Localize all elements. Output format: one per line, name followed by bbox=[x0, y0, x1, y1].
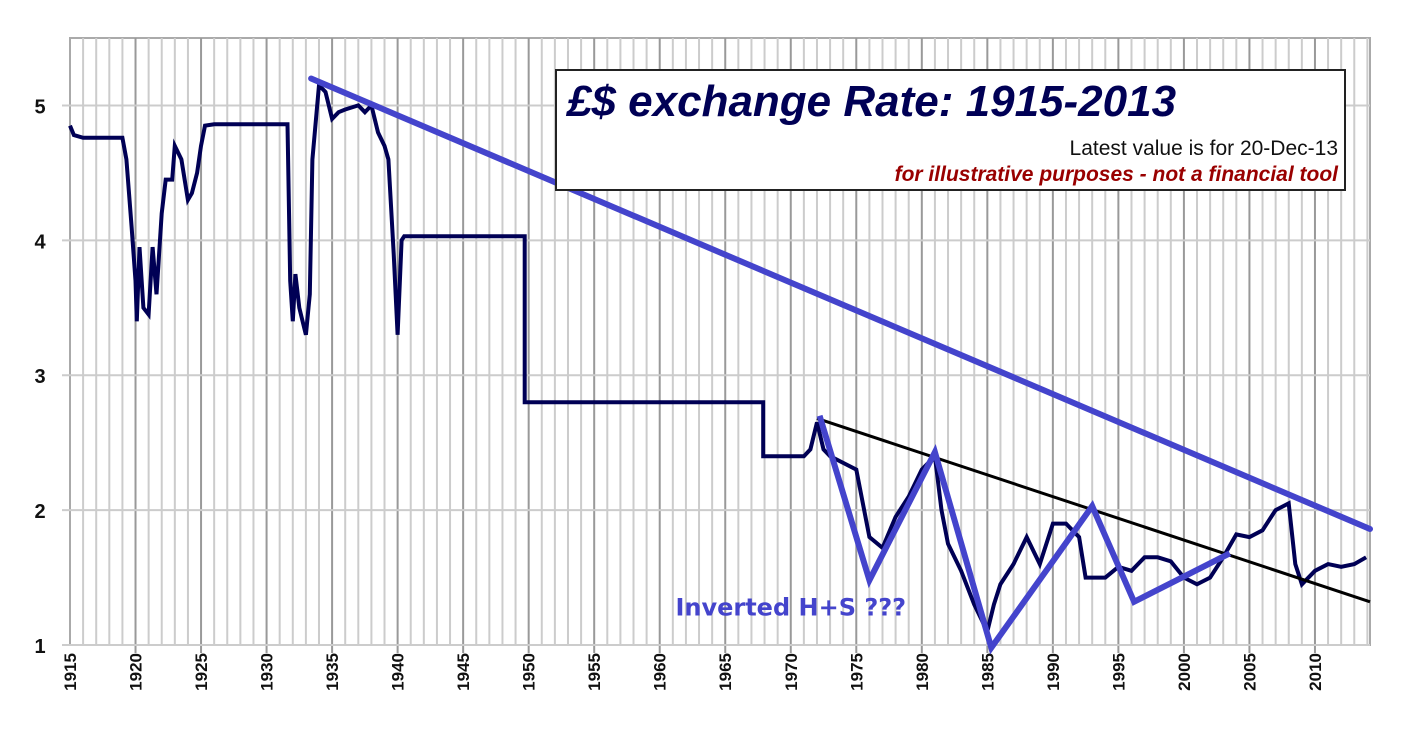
chart-title: £$ exchange Rate: 1915-2013 bbox=[567, 77, 1177, 126]
y-axis-ticks: 1 2 3 4 5 bbox=[34, 96, 46, 658]
y-tick-label: 2 bbox=[34, 501, 45, 523]
x-tick-label: 1990 bbox=[1044, 653, 1063, 691]
latest-value-note: Latest value is for 20-Dec-13 bbox=[1069, 137, 1338, 160]
x-tick-label: 1940 bbox=[389, 653, 408, 691]
x-tick-label: 1965 bbox=[716, 653, 735, 691]
x-tick-label: 2010 bbox=[1306, 653, 1325, 691]
y-tick-label: 5 bbox=[34, 96, 45, 118]
disclaimer: for illustrative purposes - not a financ… bbox=[894, 163, 1338, 186]
y-tick-label: 3 bbox=[34, 366, 45, 388]
inverted-hs-label: Inverted H+S ??? bbox=[675, 593, 906, 621]
upper-trendline bbox=[308, 75, 1373, 532]
x-tick-label: 1950 bbox=[520, 653, 539, 691]
x-tick-label: 1975 bbox=[847, 653, 866, 691]
x-tick-label: 1980 bbox=[913, 653, 932, 691]
x-tick-label: 1915 bbox=[61, 653, 80, 691]
x-tick-label: 1935 bbox=[323, 653, 342, 691]
x-tick-label: 1920 bbox=[127, 653, 146, 691]
x-axis-ticks: 1915 1920 1925 1930 1935 1940 1945 1950 1955 1960… bbox=[61, 653, 1325, 691]
x-tick-label: 1970 bbox=[782, 653, 801, 691]
y-tick-label: 1 bbox=[34, 636, 45, 658]
x-tick-label: 1945 bbox=[454, 653, 473, 691]
y-tick-label: 4 bbox=[34, 231, 46, 253]
x-tick-label: 1925 bbox=[192, 653, 211, 691]
x-tick-label: 1995 bbox=[1109, 653, 1128, 691]
x-tick-label: 1930 bbox=[258, 653, 277, 691]
series-layer bbox=[68, 80, 1368, 638]
exchange-rate-line bbox=[68, 80, 1368, 638]
x-tick-label: 2005 bbox=[1240, 653, 1259, 691]
inverted-head-shoulders-zigzag bbox=[816, 414, 1232, 655]
annotation-layer: Inverted H+S ??? bbox=[308, 75, 1373, 655]
x-tick-label: 1955 bbox=[585, 653, 604, 691]
x-tick-label: 1960 bbox=[651, 653, 670, 691]
title-box: £$ exchange Rate: 1915-2013 Latest value… bbox=[555, 69, 1346, 191]
x-tick-label: 2000 bbox=[1175, 653, 1194, 691]
x-tick-label: 1985 bbox=[978, 653, 997, 691]
